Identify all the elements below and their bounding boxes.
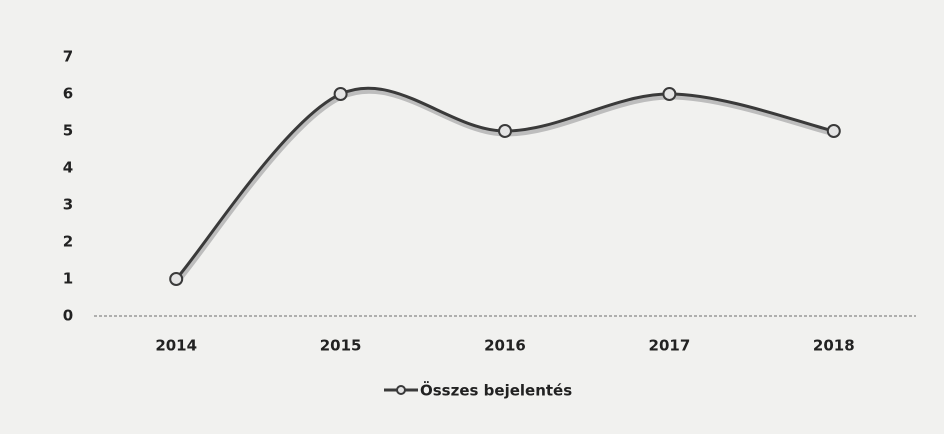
x-tick-label: 2017 <box>649 337 691 355</box>
x-tick-label: 2014 <box>155 337 197 355</box>
point-marker <box>498 124 512 138</box>
x-tick-label: 2018 <box>813 337 855 355</box>
point-marker <box>333 87 348 101</box>
point-marker <box>169 272 184 286</box>
y-tick-label: 5 <box>63 122 73 140</box>
y-tick-label: 2 <box>63 233 73 251</box>
y-tick-label: 3 <box>63 196 73 214</box>
y-tick-label: 0 <box>63 307 73 325</box>
y-tick-label: 4 <box>63 159 73 177</box>
legend-label: Összes bejelentés <box>420 381 572 400</box>
y-tick-label: 7 <box>63 48 73 66</box>
y-tick-label: 1 <box>63 270 73 288</box>
y-tick-label: 6 <box>63 85 73 103</box>
legend-marker <box>396 385 406 395</box>
point-marker <box>826 124 841 138</box>
x-tick-label: 2016 <box>484 337 526 355</box>
x-tick-label: 2015 <box>320 337 362 355</box>
point-marker <box>662 87 677 101</box>
